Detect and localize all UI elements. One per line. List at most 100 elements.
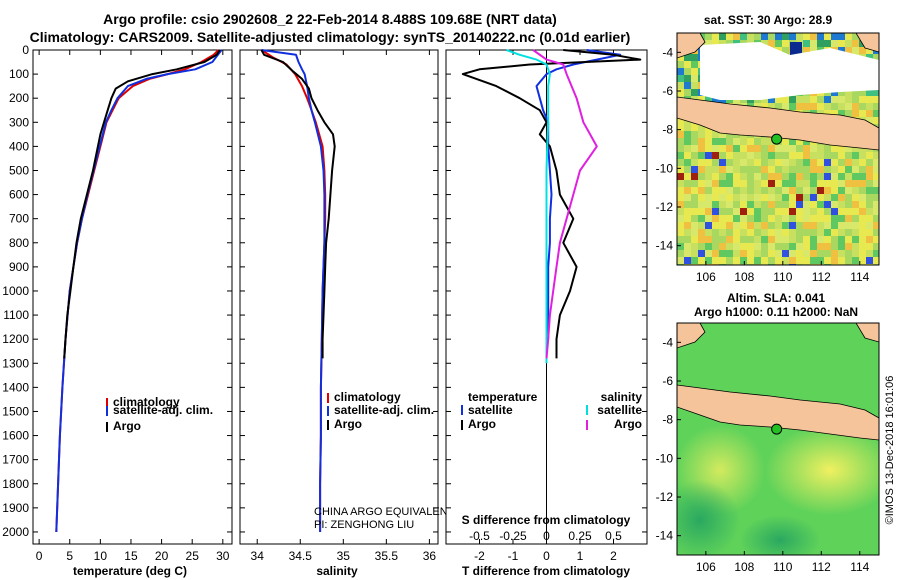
sst-pixel <box>789 222 796 229</box>
sst-pixel <box>677 54 684 61</box>
sst-pixel <box>719 152 726 159</box>
sst-pixel <box>838 152 845 159</box>
sst-pixel <box>705 131 712 138</box>
sst-pixel <box>782 173 789 180</box>
sst-pixel <box>803 187 810 194</box>
xtick-label: 36 <box>423 549 437 563</box>
sst-pixel <box>740 187 747 194</box>
sst-pixel <box>782 250 789 257</box>
sst-pixel <box>705 138 712 145</box>
sst-pixel <box>677 187 684 194</box>
sst-pixel <box>866 47 873 54</box>
sst-pixel <box>768 250 775 257</box>
sst-pixel <box>733 201 740 208</box>
sst-pixel <box>796 215 803 222</box>
sst-pixel <box>803 229 810 236</box>
sst-pixel <box>859 229 866 236</box>
series-line-satellite-adj-clim <box>55 49 223 533</box>
sst-pixel <box>740 201 747 208</box>
sst-pixel <box>740 208 747 215</box>
sst-pixel <box>677 194 684 201</box>
sst-pixel <box>740 159 747 166</box>
sst-pixel <box>719 33 726 40</box>
sst-pixel <box>684 208 691 215</box>
sst-pixel <box>782 33 789 40</box>
sst-pixel <box>852 145 859 152</box>
sst-pixel <box>796 145 803 152</box>
ytick-label: 1300 <box>2 356 29 370</box>
sst-pixel <box>747 187 754 194</box>
sst-pixel <box>712 96 719 103</box>
sst-pixel <box>747 152 754 159</box>
sst-pixel <box>705 222 712 229</box>
sst-pixel <box>831 229 838 236</box>
sst-pixel <box>677 173 684 180</box>
sst-pixel <box>782 215 789 222</box>
sst-pixel <box>838 208 845 215</box>
sst-pixel <box>712 243 719 250</box>
xtick-label: 1 <box>577 549 584 563</box>
sst-pixel <box>852 96 859 103</box>
sst-pixel <box>761 166 768 173</box>
sst-pixel <box>761 145 768 152</box>
sst-pixel <box>838 187 845 194</box>
sst-pixel <box>796 159 803 166</box>
sst-pixel <box>677 152 684 159</box>
sst-pixel <box>845 215 852 222</box>
sst-pixel <box>684 257 691 264</box>
ytick-label: 1100 <box>3 308 29 322</box>
sst-pixel <box>677 159 684 166</box>
sst-pixel <box>824 40 831 47</box>
sst-pixel <box>775 194 782 201</box>
difference-x2-axis: -0.5-0.2500.250.5 <box>469 529 622 543</box>
sst-pixel <box>761 222 768 229</box>
xtick-label: 25 <box>186 549 200 563</box>
sst-pixel <box>726 257 733 264</box>
sst-pixel <box>768 152 775 159</box>
sst-pixel <box>859 180 866 187</box>
sst-pixel <box>761 194 768 201</box>
sst-pixel <box>691 215 698 222</box>
sst-pixel <box>691 236 698 243</box>
sst-pixel <box>782 180 789 187</box>
legend-title-temperature: temperature <box>468 390 538 404</box>
sst-pixel <box>712 250 719 257</box>
salinity-x-axis: 34 34.5 35 35.5 36 <box>251 50 437 563</box>
sst-pixel <box>684 68 691 75</box>
sst-pixel <box>810 222 817 229</box>
sst-pixel <box>712 166 719 173</box>
sst-pixel <box>747 215 754 222</box>
sst-pixel <box>831 145 838 152</box>
sst-pixel <box>824 96 831 103</box>
sst-pixel <box>705 236 712 243</box>
sst-pixel <box>838 236 845 243</box>
sst-pixel <box>852 187 859 194</box>
ytick-label: 600 <box>9 188 29 202</box>
sst-pixel <box>789 257 796 264</box>
sst-pixel <box>761 215 768 222</box>
sst-pixel <box>824 152 831 159</box>
sst-pixel <box>747 180 754 187</box>
sst-pixel <box>684 229 691 236</box>
sst-pixel <box>810 257 817 264</box>
sst-pixel <box>684 159 691 166</box>
sst-pixel <box>796 236 803 243</box>
sst-pixel <box>691 208 698 215</box>
sst-pixel <box>866 103 873 110</box>
series-line-argo <box>260 49 336 359</box>
x2tick-label: 0.25 <box>568 529 592 543</box>
sst-pixel <box>768 33 775 40</box>
sst-pixel <box>852 229 859 236</box>
sst-pixel <box>768 187 775 194</box>
sst-pixel <box>845 159 852 166</box>
salinity-panel: 34 34.5 35 35.5 36 salinity climatology sate… <box>239 49 455 578</box>
sst-pixel <box>726 243 733 250</box>
sst-pixel <box>852 89 859 96</box>
sst-pixel <box>824 257 831 264</box>
sst-pixel <box>775 180 782 187</box>
sst-pixel <box>705 208 712 215</box>
sst-pixel <box>859 243 866 250</box>
sst-pixel <box>754 208 761 215</box>
sst-pixel <box>747 145 754 152</box>
sst-pixel <box>719 208 726 215</box>
